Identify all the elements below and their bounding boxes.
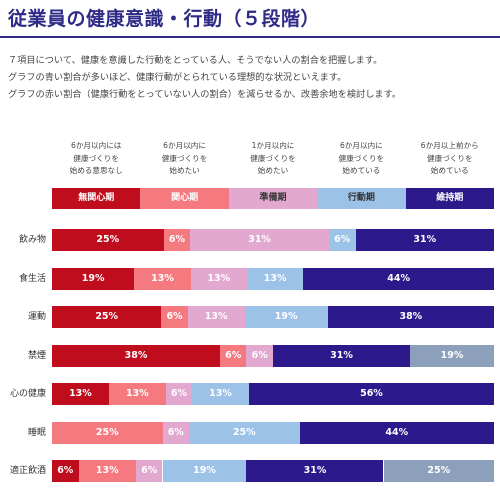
bar-segment: 6% [219, 344, 247, 367]
bar-segment: 25% [189, 421, 300, 444]
stage-description-line: 6か月以内には [70, 141, 122, 150]
bar-segment: 6% [52, 460, 79, 482]
bar-segment: 31% [190, 229, 329, 251]
stage-description-line: 1か月以内に [251, 141, 295, 150]
stage-header-4: 行動期 [317, 188, 406, 209]
bar-segment: 13% [187, 306, 245, 328]
row-label: 食生活 [18, 273, 46, 284]
stage-description-line: 健康づくりを [250, 153, 296, 163]
bar-segment: 6% [165, 383, 193, 405]
bar-segment: 25% [383, 460, 494, 482]
intro-line-3: グラフの赤い割合（健康行動をとっていない人の割合）を減らせるか、改善余地を検討し… [8, 89, 402, 100]
stage-description-5: 6か月以上前から 健康づくりを 始めている [406, 140, 494, 182]
stage-description-3: 1か月以内に 健康づくりを 始めたい [229, 140, 317, 182]
stage-header-1: 無関心期 [52, 188, 141, 209]
stage-description-line: 健康づくりを [338, 153, 385, 163]
row-label: 睡眠 [27, 427, 46, 438]
stage-description-line: 始めたい [169, 166, 200, 175]
intro-line-2: グラフの青い割合が多いほど、健康行動がとられている理想的な状況といえます。 [8, 72, 347, 83]
title-underline [0, 36, 500, 38]
bar-segment: 19% [162, 460, 247, 482]
stage-description-line: 6か月以内に [163, 141, 206, 150]
bar-segment: 13% [247, 267, 304, 290]
row-label: 飲み物 [18, 235, 46, 245]
bar-segment: 31% [355, 229, 494, 251]
row-label: 心の健康 [9, 389, 46, 399]
bar-segment: 44% [299, 421, 494, 444]
bar-segment: 44% [303, 267, 494, 290]
intro-line-1: ７項目について、健康を意識した行動をとっている人、そうでない人の割合を把握します… [8, 55, 383, 66]
intro-text: ７項目について、健康を意識した行動をとっている人、そうでない人の割合を把握します… [8, 52, 500, 103]
page-title: 従業員の健康意識・行動（５段階） [8, 8, 321, 30]
bar-segment: 6% [135, 460, 163, 482]
bar-segment: 19% [52, 267, 135, 290]
bar-segment: 6% [246, 344, 273, 367]
bar-segment: 25% [52, 421, 163, 444]
bar-segment: 56% [248, 383, 494, 405]
stage-description-1: 6か月以内には 健康づくりを 始める意思なし [52, 140, 140, 182]
bar-segment: 31% [273, 344, 411, 367]
stage-description-line: 始める意思なし [69, 166, 123, 175]
bar-segment: 25% [52, 229, 164, 251]
row-label: 運動 [27, 312, 46, 322]
bar-segment: 31% [246, 460, 384, 482]
bar-segment: 13% [190, 267, 247, 290]
bar-segment: 6% [328, 229, 356, 251]
bar-segment: 6% [163, 229, 191, 251]
stage-header-5: 維持期 [405, 188, 494, 209]
stage-description-line: 健康づくりを [73, 153, 119, 163]
bar-segment: 38% [52, 344, 220, 367]
bar-segment: 13% [192, 383, 249, 405]
stage-description-line: 健康づくりを [427, 153, 473, 163]
bar-segment: 38% [327, 306, 494, 328]
bar-segment: 6% [161, 306, 188, 328]
stage-description-4: 6か月以内に 健康づくりを 始めている [317, 140, 405, 182]
bar-segment: 13% [108, 383, 166, 405]
bar-segment: 6% [162, 421, 190, 444]
bar-segment: 13% [52, 383, 109, 405]
stage-description-line: 始めたい [257, 166, 289, 175]
bar-segment: 25% [52, 306, 162, 328]
stage-description-line: 6か月以上前から [420, 141, 479, 150]
stage-description-line: 始めている [430, 166, 469, 175]
stage-description-line: 始めている [342, 166, 381, 175]
row-label: 適正飲酒 [9, 466, 46, 476]
bar-segment: 19% [244, 306, 328, 328]
row-label: 禁煙 [27, 350, 46, 361]
bar-segment: 13% [134, 267, 191, 290]
stage-header-3: 準備期 [228, 188, 318, 209]
stage-description-2: 6か月以内に 健康づくりを 始めたい [140, 140, 228, 182]
bar-segment: 19% [410, 344, 494, 367]
stage-header-2: 関心期 [140, 188, 229, 209]
stage-description-line: 健康づくりを [161, 153, 208, 163]
bar-segment: 13% [78, 460, 136, 482]
stage-description-line: 6か月以内に [339, 141, 383, 150]
